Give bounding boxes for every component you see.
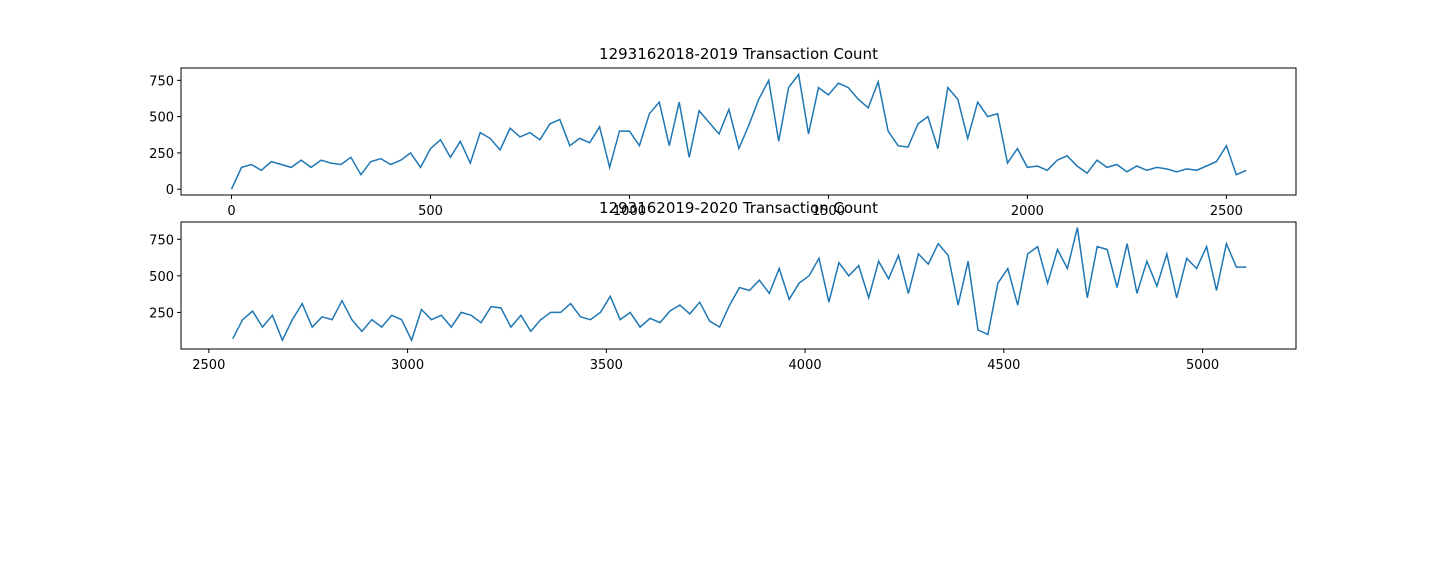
x-tick-label: 3500 — [590, 358, 623, 373]
y-tick-label: 250 — [149, 147, 174, 162]
chart-title: 1293162019-2020 Transaction Count — [599, 199, 878, 217]
x-tick-label: 1500 — [812, 204, 845, 219]
y-tick-label: 500 — [149, 270, 174, 285]
x-tick-label: 1000 — [613, 204, 646, 219]
axes-frame — [180, 67, 1297, 196]
x-tick-label: 2000 — [1011, 204, 1044, 219]
data-line — [232, 227, 1247, 343]
y-tick-label: 250 — [149, 306, 174, 321]
axes-frame — [180, 221, 1297, 350]
x-tick-label: 3000 — [391, 358, 424, 373]
x-tick-label: 2500 — [192, 358, 225, 373]
y-tick-label: 750 — [149, 233, 174, 248]
data-line — [230, 72, 1247, 190]
x-tick-label: 2500 — [1210, 204, 1243, 219]
x-tick-label: 4000 — [789, 358, 822, 373]
y-tick-label: 500 — [149, 111, 174, 126]
x-tick-label: 0 — [227, 204, 235, 219]
chart-title: 1293162018-2019 Transaction Count — [599, 45, 878, 63]
y-tick-label: 750 — [149, 74, 174, 89]
x-tick-label: 4500 — [987, 358, 1020, 373]
x-tick-label: 5000 — [1186, 358, 1219, 373]
x-tick-label: 500 — [418, 204, 443, 219]
y-tick-label: 0 — [166, 183, 174, 198]
